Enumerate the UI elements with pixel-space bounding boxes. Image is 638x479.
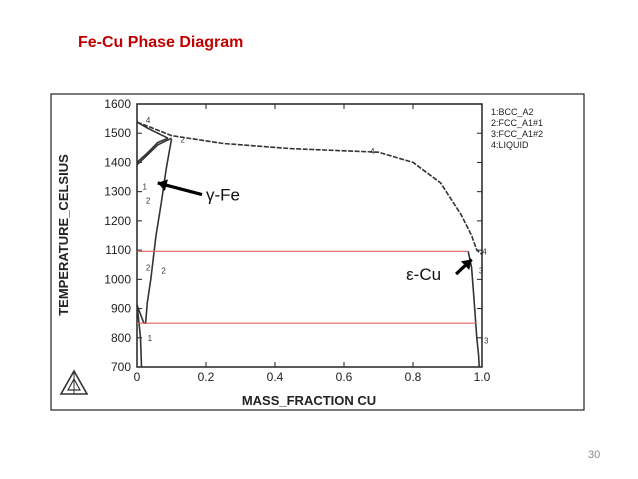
curve-label: 4 [482, 247, 487, 256]
y-tick-label: 800 [111, 331, 131, 345]
legend-entry: 3:FCC_A1#2 [491, 129, 543, 139]
y-tick-label: 700 [111, 360, 131, 374]
series-layer [136, 121, 483, 368]
phase-boundary-line [136, 304, 145, 324]
y-tick-label: 1300 [104, 185, 131, 199]
plot-frame [136, 103, 483, 368]
y-tick-label: 1000 [104, 272, 131, 286]
phase-boundary-line [136, 137, 172, 166]
x-tick-label: 0.4 [267, 370, 284, 384]
x-axis-label: MASS_FRACTION CU [242, 393, 376, 408]
annotation-label: ε-Cu [406, 265, 441, 284]
curve-label: 2 [146, 196, 151, 205]
legend: 1:BCC_A22:FCC_A1#13:FCC_A1#24:LIQUID [491, 107, 543, 150]
phase-boundary-line [467, 251, 480, 368]
curve-label: 2 [180, 136, 185, 145]
figure-border [50, 93, 585, 411]
legend-entry: 4:LIQUID [491, 140, 529, 150]
slide-number: 30 [588, 449, 601, 461]
phase-diagram-figure: 0 0.2 0.4 0.6 0.8 1.0 700 800 900 1000 1100 1200 13… [50, 93, 585, 411]
x-ticks: 0 0.2 0.4 0.6 0.8 1.0 [134, 104, 491, 384]
curve-label: 4 [370, 147, 375, 156]
curve-label: 1 [148, 334, 153, 343]
x-tick-label: 0 [134, 370, 141, 384]
curve-label: 3 [479, 267, 484, 276]
annotation-arrowhead [460, 259, 472, 270]
phase-boundary-line [136, 121, 483, 256]
curve-label: 1 [142, 182, 147, 191]
curve-label-layer: 4 2 4 1 2 2 2 1 4 3 3 [142, 116, 489, 346]
y-axis-label: TEMPERATURE_CELSIUS [56, 154, 71, 316]
x-tick-label: 0.6 [336, 370, 353, 384]
x-tick-label: 0.2 [198, 370, 215, 384]
curve-label: 3 [484, 337, 489, 346]
y-tick-label: 900 [111, 302, 131, 316]
y-tick-label: 1500 [104, 126, 131, 140]
curve-label: 2 [161, 267, 166, 276]
y-tick-label: 1600 [104, 97, 131, 111]
slide-title: Fe-Cu Phase Diagram [78, 34, 244, 51]
phase-boundary-line [136, 304, 143, 368]
annotation-label: γ-Fe [206, 186, 240, 205]
x-tick-label: 1.0 [474, 370, 491, 384]
phase-boundary-line [136, 137, 169, 163]
y-tick-label: 1200 [104, 214, 131, 228]
annotation-arrowhead [157, 179, 168, 191]
phase-boundary-line [143, 138, 173, 324]
y-ticks: 700 800 900 1000 1100 1200 1300 1400 1500 1600 [104, 97, 482, 374]
phase-boundary-line [136, 121, 169, 139]
legend-entry: 2:FCC_A1#1 [491, 118, 543, 128]
x-tick-label: 0.8 [405, 370, 422, 384]
legend-entry: 1:BCC_A2 [491, 107, 534, 117]
annotation-layer: γ-Fe ε-Cu [157, 179, 473, 284]
software-logo [59, 369, 89, 395]
curve-label: 4 [146, 116, 151, 125]
y-tick-label: 1100 [105, 243, 131, 257]
y-tick-label: 1400 [104, 155, 131, 169]
phase-diagram-chart: 0 0.2 0.4 0.6 0.8 1.0 70080090010001100120013… [50, 93, 585, 411]
curve-label: 2 [146, 264, 151, 273]
